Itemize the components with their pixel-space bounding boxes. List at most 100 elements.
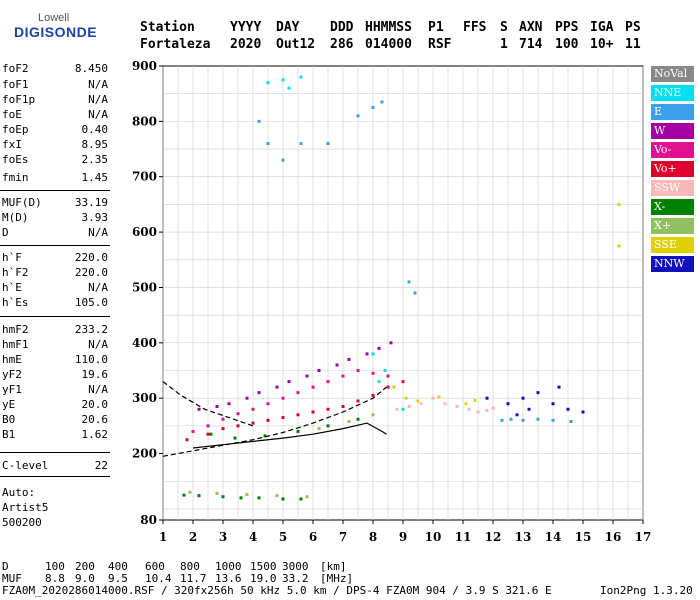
data-point [296, 429, 300, 433]
x-tick-label: 3 [219, 530, 227, 544]
data-point [311, 410, 315, 414]
data-point [377, 346, 381, 350]
y-tick-label: 800 [132, 114, 157, 128]
header-label-2: DAY [276, 20, 300, 35]
data-point [551, 402, 555, 406]
data-point [371, 393, 375, 397]
data-point [299, 497, 303, 501]
footer-d-value: 400 [108, 560, 128, 573]
footer-muf-value: 9.0 [75, 572, 95, 585]
data-point [275, 494, 279, 498]
footer-d-value: 200 [75, 560, 95, 573]
data-point [299, 142, 303, 146]
param-value: N/A [88, 281, 108, 294]
data-point [341, 374, 345, 378]
auto-code: 500200 [2, 516, 42, 529]
param-row: B0 20.6 [2, 413, 108, 426]
param-name: hmE [2, 353, 22, 366]
param-row: D N/A [2, 226, 108, 239]
data-point [287, 86, 291, 90]
data-point [386, 385, 390, 389]
data-point [215, 405, 219, 408]
footer-d-value: 100 [45, 560, 65, 573]
header-label-9: PPS [555, 20, 579, 35]
data-point [191, 429, 195, 433]
data-point [485, 408, 489, 412]
data-point [266, 402, 270, 406]
data-point [257, 391, 261, 395]
footer-muf-label: MUF [2, 572, 22, 585]
param-row: yE 20.0 [2, 398, 108, 411]
param-row: fmin 1.45 [2, 171, 108, 184]
header-value-10: 10+ [590, 37, 614, 52]
x-tick-label: 15 [575, 530, 592, 544]
footer-muf-value: 9.5 [108, 572, 128, 585]
legend-item: NoVal [651, 66, 694, 82]
data-point [506, 402, 510, 406]
y-tick-label: 300 [132, 391, 157, 405]
data-point [401, 407, 405, 411]
data-point [515, 413, 519, 417]
data-point [266, 142, 270, 146]
x-tick-label: 12 [485, 530, 502, 544]
param-row: C-level 22 [2, 459, 108, 472]
data-point [341, 405, 345, 408]
data-point [413, 291, 417, 295]
data-point [305, 374, 309, 378]
data-point [419, 402, 423, 406]
data-point [521, 418, 525, 422]
footer-d-label: D [2, 560, 9, 573]
param-value: 3.93 [81, 211, 109, 224]
data-point [257, 496, 261, 500]
data-point [239, 496, 243, 500]
param-name: h`F2 [2, 266, 29, 279]
data-point [386, 374, 390, 378]
param-row: fxI 8.95 [2, 138, 108, 151]
param-value: N/A [88, 93, 108, 106]
param-value: 22 [94, 459, 108, 472]
data-point [500, 418, 504, 422]
param-value: 220.0 [74, 266, 108, 279]
series-2 [197, 341, 393, 411]
header-value-4: 014000 [365, 37, 412, 52]
data-point [371, 352, 375, 356]
data-point [227, 402, 231, 406]
param-separator [0, 452, 110, 453]
data-point [296, 413, 300, 417]
y-tick-label: 500 [132, 280, 157, 294]
param-value: N/A [88, 383, 108, 396]
data-point [182, 493, 186, 497]
footer-d-value: 3000 [282, 560, 309, 573]
param-name: foEp [2, 123, 29, 136]
header-label-11: PS [625, 20, 641, 35]
param-value: 8.95 [81, 138, 109, 151]
data-point [221, 417, 225, 421]
data-point [536, 417, 540, 421]
data-point [197, 407, 201, 411]
data-point [257, 119, 261, 123]
x-tick-label: 10 [425, 530, 442, 544]
data-point [407, 280, 411, 284]
data-point [326, 407, 330, 411]
x-tick-label: 7 [339, 530, 347, 544]
data-point [485, 396, 489, 400]
x-tick-label: 17 [635, 530, 652, 544]
data-point [347, 357, 351, 361]
param-name: foEs [2, 153, 29, 166]
param-value: 33.19 [74, 196, 108, 209]
ionogram-chart: 1 2 3 4 5 6 7 8 9 10 11 12 13 14 15 16 17802003004005006… [132, 59, 652, 544]
param-row: h`Es 105.0 [2, 296, 108, 309]
param-row: MUF(D) 33.19 [2, 196, 108, 209]
data-point [266, 81, 270, 85]
trace-line-dashed [162, 381, 254, 427]
header-label-8: AXN [519, 20, 543, 35]
data-point [275, 385, 279, 389]
param-name: D [2, 226, 9, 239]
header-value-8: 714 [519, 37, 543, 52]
series-7 [182, 417, 360, 501]
data-point [371, 413, 375, 417]
param-name: h`F [2, 251, 22, 264]
series-6 [266, 75, 405, 411]
data-point [521, 396, 525, 400]
data-point [401, 380, 405, 384]
